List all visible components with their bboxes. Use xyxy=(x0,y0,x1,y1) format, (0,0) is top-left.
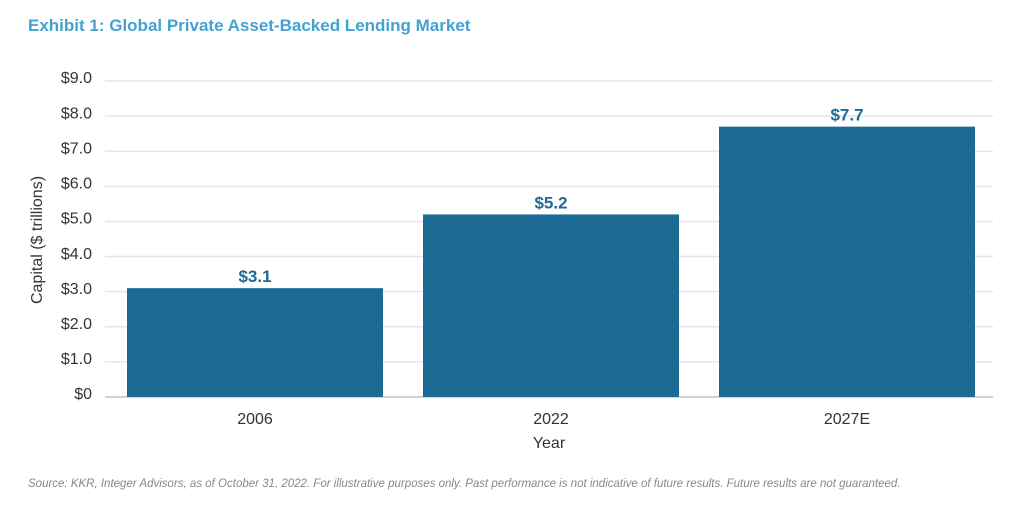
bar-2027E xyxy=(719,126,975,398)
data-label: $5.2 xyxy=(534,193,567,212)
source-note: Source: KKR, Integer Advisors, as of Oct… xyxy=(28,478,901,490)
x-tick-label: 2006 xyxy=(237,411,273,428)
y-tick-label: $0 xyxy=(74,386,92,403)
data-label: $7.7 xyxy=(830,106,863,125)
chart-title: Exhibit 1: Global Private Asset-Backed L… xyxy=(28,16,471,35)
y-tick-label: $8.0 xyxy=(61,105,92,122)
y-tick-label: $4.0 xyxy=(61,246,92,263)
y-tick-label: $5.0 xyxy=(61,211,92,228)
x-axis-title: Year xyxy=(533,435,566,452)
y-tick-label: $1.0 xyxy=(61,351,92,368)
y-axis-title: Capital ($ trillions) xyxy=(29,176,46,304)
y-tick-label: $9.0 xyxy=(61,70,92,87)
x-tick-label: 2027E xyxy=(824,411,870,428)
y-tick-label: $2.0 xyxy=(61,316,92,333)
x-tick-label: 2022 xyxy=(533,411,569,428)
y-tick-label: $7.0 xyxy=(61,140,92,157)
y-tick-label: $3.0 xyxy=(61,281,92,298)
data-label: $3.1 xyxy=(238,267,271,286)
bar-2022 xyxy=(423,214,679,397)
y-tick-label: $6.0 xyxy=(61,176,92,193)
bar-2006 xyxy=(127,288,383,397)
